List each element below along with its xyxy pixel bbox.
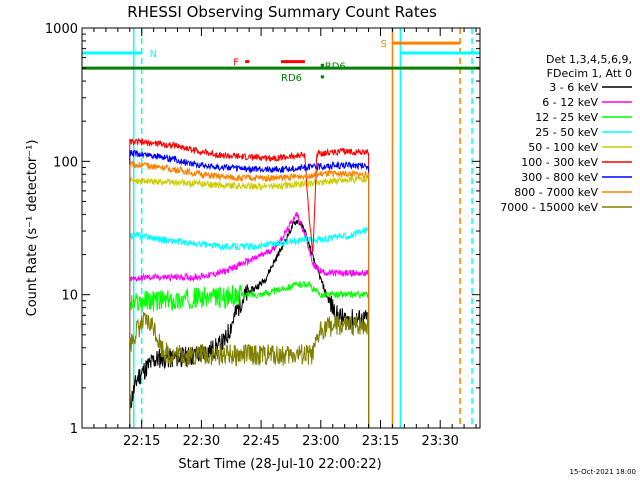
series-line-8 [129, 311, 370, 428]
legend-label-8: 7000 - 15000 keV [500, 201, 598, 214]
series-line-1 [129, 211, 370, 428]
legend-label-5: 100 - 300 keV [521, 156, 598, 169]
series-line-6 [129, 149, 370, 428]
y-tick-label-1: 10 [61, 289, 78, 304]
y-tick-label-2: 100 [53, 155, 78, 170]
x-tick-label-0: 22:15 [123, 434, 160, 449]
legend-header-line-1: Det 1,3,4,5,6,9, [546, 53, 632, 66]
y-tick-label-0: 1 [70, 422, 78, 437]
y-axis-label: Count Rate (s⁻¹ detector⁻¹) [25, 140, 40, 317]
series-line-7 [129, 159, 370, 428]
legend-label-2: 12 - 25 keV [535, 111, 598, 124]
legend-label-0: 3 - 6 keV [549, 81, 598, 94]
legend-label-1: 6 - 12 keV [542, 96, 598, 109]
flag-label-6: RD6 [281, 73, 302, 84]
series-line-2 [129, 280, 370, 428]
legend-header-line-2: FDecim 1, Att 0 [547, 67, 632, 80]
flag-label-3: F [233, 58, 239, 69]
x-tick-label-1: 22:30 [183, 434, 220, 449]
flag-label-2: S [381, 39, 387, 50]
chart-title: RHESSI Observing Summary Count Rates [127, 3, 437, 21]
legend-label-7: 800 - 7000 keV [514, 186, 598, 199]
x-tick-label-5: 23:30 [421, 434, 458, 449]
flag-label-0: N [150, 49, 157, 60]
axes: 22:15 22:30 22:45 23:00 23:15 23:30 1 10 100 1000 [45, 22, 480, 449]
legend: Det 1,3,4,5,6,9, FDecim 1, Att 0 3 - 6 k… [500, 53, 632, 214]
legend-label-6: 300 - 800 keV [521, 171, 598, 184]
x-tick-label-2: 22:45 [242, 434, 279, 449]
series-line-3 [129, 226, 370, 428]
x-tick-label-4: 23:15 [362, 434, 399, 449]
legend-label-4: 50 - 100 keV [528, 141, 598, 154]
legend-label-3: 25 - 50 keV [535, 126, 598, 139]
x-axis-label: Start Time (28-Jul-10 22:00:22) [178, 457, 381, 472]
plot-frame [81, 27, 481, 429]
footer-timestamp: 15-Oct-2021 18:00 [570, 468, 636, 476]
series-line-5 [129, 137, 370, 428]
plot-area: NSFRD6RD6 [82, 28, 480, 428]
x-tick-label-3: 23:00 [302, 434, 339, 449]
y-tick-label-3: 1000 [45, 22, 78, 37]
series-line-4 [129, 175, 370, 428]
